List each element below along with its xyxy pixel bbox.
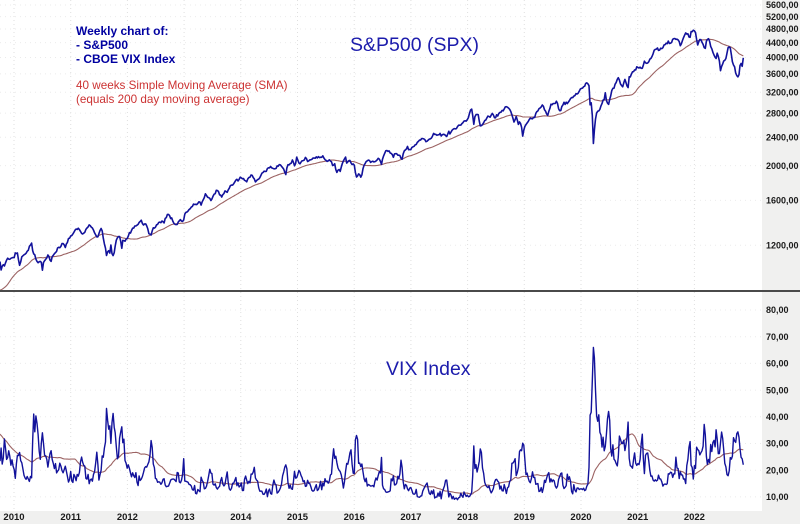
svg-text:2018: 2018 <box>457 512 478 523</box>
svg-text:2013: 2013 <box>174 512 195 523</box>
svg-text:60,00: 60,00 <box>766 359 789 369</box>
svg-text:4800,00: 4800,00 <box>766 24 799 34</box>
svg-text:S&P500 (SPX): S&P500 (SPX) <box>350 34 479 56</box>
svg-text:5600,00: 5600,00 <box>766 0 799 10</box>
svg-text:(equals 200 day moving average: (equals 200 day moving average) <box>76 93 250 106</box>
svg-text:2014: 2014 <box>230 512 252 523</box>
svg-text:2012: 2012 <box>117 512 138 523</box>
svg-text:2000,00: 2000,00 <box>766 161 799 171</box>
svg-text:5200,00: 5200,00 <box>766 12 799 22</box>
svg-text:40 weeks Simple Moving Average: 40 weeks Simple Moving Average (SMA) <box>76 79 288 92</box>
svg-text:40,00: 40,00 <box>766 412 789 422</box>
svg-text:2022: 2022 <box>684 512 705 523</box>
svg-text:VIX Index: VIX Index <box>386 358 471 380</box>
svg-text:1600,00: 1600,00 <box>766 196 799 206</box>
svg-text:4000,00: 4000,00 <box>766 53 799 63</box>
svg-text:70,00: 70,00 <box>766 332 789 342</box>
svg-text:2400,00: 2400,00 <box>766 132 799 142</box>
svg-text:Weekly chart of:: Weekly chart of: <box>76 24 168 38</box>
svg-text:2015: 2015 <box>287 512 309 523</box>
svg-text:2016: 2016 <box>344 512 365 523</box>
svg-text:10,00: 10,00 <box>766 492 789 502</box>
svg-text:3600,00: 3600,00 <box>766 69 799 79</box>
svg-text:2800,00: 2800,00 <box>766 108 799 118</box>
svg-text:1200,00: 1200,00 <box>766 241 799 251</box>
svg-text:2010: 2010 <box>3 512 24 523</box>
svg-text:2019: 2019 <box>514 512 535 523</box>
svg-text:50,00: 50,00 <box>766 385 789 395</box>
svg-text:3200,00: 3200,00 <box>766 88 799 98</box>
svg-text:- S&P500: - S&P500 <box>76 38 128 52</box>
svg-text:2020: 2020 <box>570 512 591 523</box>
svg-text:30,00: 30,00 <box>766 439 789 449</box>
svg-text:2017: 2017 <box>400 512 421 523</box>
svg-text:- CBOE VIX Index: - CBOE VIX Index <box>76 52 176 66</box>
svg-text:20,00: 20,00 <box>766 465 789 475</box>
svg-text:2021: 2021 <box>627 512 649 523</box>
svg-text:2011: 2011 <box>60 512 81 523</box>
svg-text:4400,00: 4400,00 <box>766 38 799 48</box>
svg-text:80,00: 80,00 <box>766 305 789 315</box>
